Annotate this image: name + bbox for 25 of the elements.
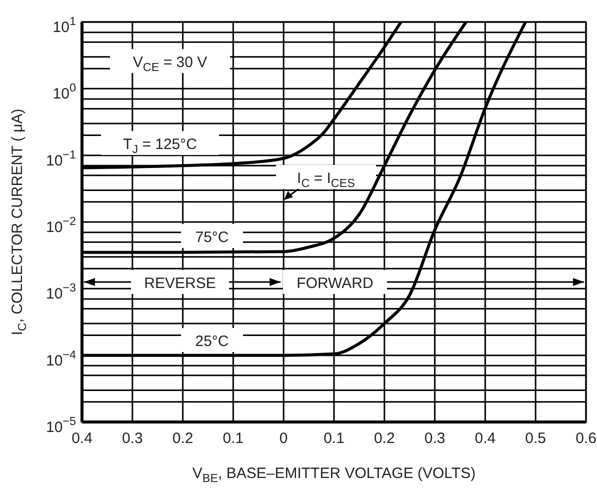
series-label: 25°C — [195, 333, 229, 350]
x-tick-label: 0.3 — [122, 430, 143, 447]
x-tick-label: 0 — [279, 430, 288, 447]
x-tick-label: 0.4 — [72, 430, 92, 447]
x-tick-label: 0.5 — [525, 430, 546, 447]
y-tick-label: 10$^{1}$ — [52, 15, 76, 36]
x-axis-title: V$_{BE}$, BASE–EMITTER VOLTAGE (VOLTS) — [192, 465, 476, 485]
annotation: V$_{CE}$ = 30 V — [132, 54, 208, 74]
series-label: T$_{J}$ = 125°C — [123, 136, 198, 156]
x-tick-label: 0.1 — [222, 430, 244, 447]
x-tick-label: 0.6 — [576, 430, 596, 447]
annotation: REVERSE — [144, 275, 216, 292]
series-label: 75°C — [195, 229, 229, 246]
x-tick-label: 0.3 — [424, 430, 446, 447]
y-tick-label: 10$^{−1}$ — [46, 148, 76, 170]
y-tick-label: 10$^{−4}$ — [46, 348, 76, 370]
annotation: I$_{C}$ = I$_{CES}$ — [297, 170, 356, 190]
x-tick-label: 0.2 — [374, 430, 395, 447]
annotation: FORWARD — [296, 275, 374, 292]
y-tick-label: 10$^{−2}$ — [46, 215, 76, 236]
x-tick-label: 0.4 — [474, 430, 496, 447]
x-tick-label: 0.1 — [324, 430, 344, 447]
x-tick-label: 0.2 — [172, 430, 194, 447]
y-tick-label: 10$^{−3}$ — [46, 282, 76, 303]
y-tick-label: 10$^{0}$ — [52, 82, 76, 103]
